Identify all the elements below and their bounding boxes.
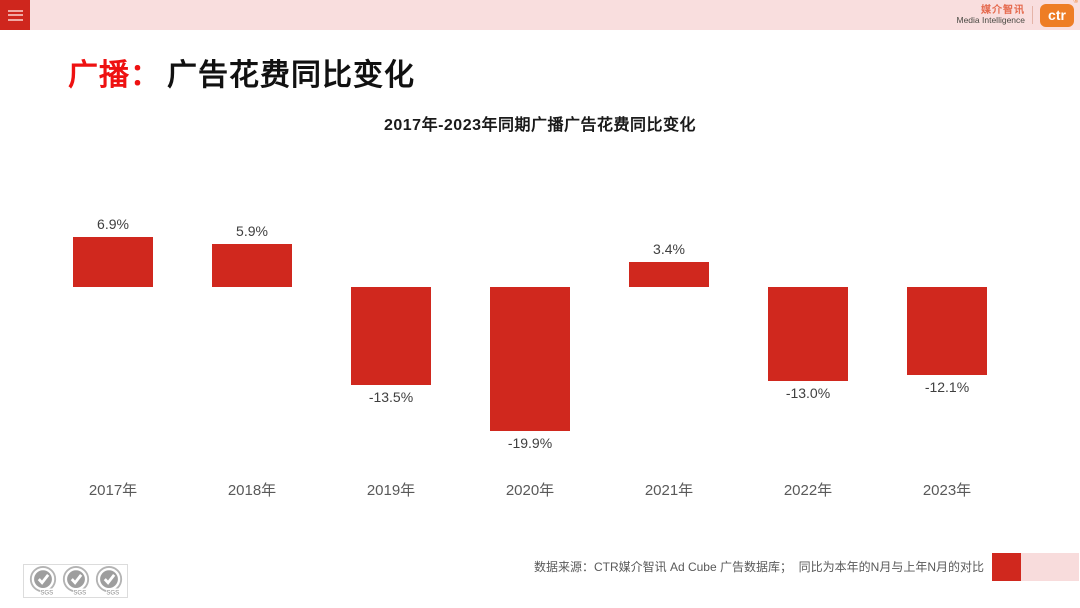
brand-english-name: Media Intelligence [956, 14, 1025, 25]
page-title-rest: 广告花费同比变化 [167, 59, 415, 92]
x-axis-label-2020年: 2020年 [505, 482, 555, 499]
sgs-logo-icon: SGS [29, 566, 56, 597]
corner-red-square [992, 553, 1021, 581]
value-label-2022年: -13.0% [785, 385, 831, 401]
svg-text:SGS: SGS [40, 590, 53, 597]
x-axis-label-2019年: 2019年 [366, 482, 416, 499]
bar-2020年 [490, 287, 570, 431]
bar-2023年 [907, 287, 987, 375]
x-axis-label-2022年: 2022年 [783, 482, 833, 499]
value-label-2017年: 6.9% [97, 216, 129, 232]
bar-2017年 [73, 237, 153, 287]
menu-button[interactable] [0, 0, 30, 30]
bar-2019年 [351, 287, 431, 385]
page-title: 广播： 广告花费同比变化 [68, 50, 415, 94]
page-title-category: 广播： [68, 59, 161, 92]
value-label-2020年: -19.9% [507, 435, 553, 451]
chart-title: 2017年-2023年同期广播广告花费同比变化 [383, 117, 697, 134]
ctr-logo: ctr ® [1040, 0, 1078, 27]
x-axis-label-2018年: 2018年 [227, 482, 277, 499]
bar-2021年 [629, 262, 709, 287]
value-label-2018年: 5.9% [236, 223, 268, 239]
svg-text:SGS: SGS [73, 590, 86, 597]
value-label-2019年: -13.5% [368, 389, 414, 405]
x-axis-label-2017年: 2017年 [88, 482, 138, 499]
sgs-logo-icon: SGS [62, 566, 89, 597]
ctr-logo-text: ctr [1048, 7, 1066, 23]
bar-2022年 [768, 287, 848, 381]
bar-chart: 6.9% 2017年 5.9% 2018年 -13.5% 2019年 -19.9% 2020年… [0, 140, 1080, 520]
bar-2018年 [212, 244, 292, 287]
brand-chinese-name: 媒介智讯 [981, 4, 1025, 16]
brand-area: 媒介智讯 Media Intelligence ctr ® [956, 0, 1078, 30]
brand-separator [1032, 6, 1033, 24]
x-axis-label-2021年: 2021年 [644, 482, 694, 499]
brand-text: 媒介智讯 Media Intelligence [956, 5, 1025, 25]
registered-mark-icon: ® [1073, 0, 1078, 5]
hamburger-icon [7, 9, 23, 21]
sgs-certification-badge: SGS SGS SGS [23, 564, 128, 598]
value-label-2023年: -12.1% [924, 379, 970, 395]
corner-pink-square [1021, 553, 1079, 581]
data-source-note: 数据来源：CTR媒介智讯 Ad Cube 广告数据库； 同比为本年的N月与上年N… [533, 560, 984, 574]
value-label-2021年: 3.4% [653, 241, 685, 257]
sgs-logo-icon: SGS [95, 566, 122, 597]
svg-text:SGS: SGS [106, 590, 119, 597]
top-bar: 媒介智讯 Media Intelligence ctr ® [0, 0, 1080, 30]
x-axis-label-2023年: 2023年 [922, 482, 972, 499]
